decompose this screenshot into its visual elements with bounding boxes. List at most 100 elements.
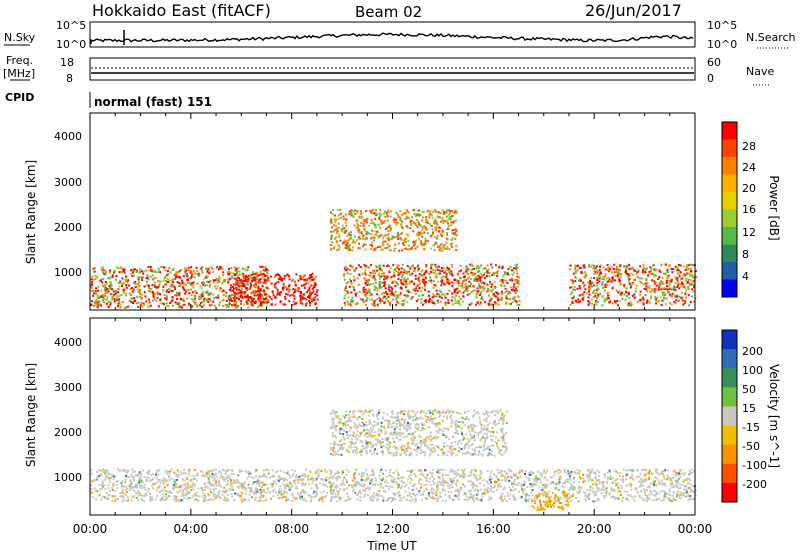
range-cell bbox=[335, 231, 338, 234]
range-cell bbox=[345, 267, 348, 270]
range-cell bbox=[681, 276, 684, 279]
range-cell bbox=[162, 279, 165, 282]
range-cell bbox=[642, 298, 645, 301]
range-cell bbox=[352, 215, 354, 218]
range-cell bbox=[623, 284, 626, 286]
range-cell bbox=[363, 220, 366, 223]
range-cell bbox=[643, 287, 646, 290]
range-cell bbox=[311, 276, 314, 279]
range-cell bbox=[165, 305, 168, 307]
range-cell bbox=[307, 281, 310, 284]
range-cell bbox=[670, 486, 673, 489]
range-cell bbox=[143, 483, 146, 486]
range-cell bbox=[393, 217, 396, 220]
range-cell bbox=[256, 275, 259, 278]
range-cell bbox=[362, 224, 365, 227]
range-cell bbox=[117, 295, 120, 298]
range-cell bbox=[579, 300, 582, 303]
range-cell bbox=[304, 475, 307, 478]
range-cell bbox=[274, 303, 277, 306]
range-cell bbox=[335, 228, 338, 231]
range-cell bbox=[351, 285, 354, 288]
range-cell bbox=[611, 477, 614, 480]
range-cell bbox=[221, 268, 224, 271]
range-cell bbox=[491, 288, 494, 291]
range-cell bbox=[522, 484, 525, 487]
range-cell bbox=[358, 483, 360, 486]
range-cell bbox=[517, 279, 520, 282]
range-cell bbox=[203, 486, 206, 489]
range-cell bbox=[425, 276, 427, 279]
range-cell bbox=[163, 486, 166, 489]
range-cell bbox=[392, 298, 394, 301]
range-cell bbox=[463, 493, 466, 496]
range-cell bbox=[102, 299, 105, 302]
range-cell bbox=[371, 484, 374, 486]
range-cell bbox=[578, 481, 581, 484]
range-cell bbox=[368, 279, 371, 282]
range-cell bbox=[444, 500, 447, 503]
range-cell bbox=[683, 300, 686, 303]
range-cell bbox=[245, 287, 248, 290]
range-cell bbox=[183, 288, 186, 291]
range-cell bbox=[256, 294, 259, 297]
range-cell bbox=[481, 493, 484, 496]
range-cell bbox=[453, 479, 455, 482]
range-cell bbox=[500, 475, 503, 477]
range-cell bbox=[146, 284, 149, 287]
range-cell bbox=[500, 494, 503, 497]
range-cell bbox=[200, 487, 203, 490]
range-cell bbox=[668, 293, 671, 296]
range-cell bbox=[212, 479, 215, 482]
range-cell bbox=[488, 498, 491, 501]
range-cell bbox=[103, 297, 106, 300]
range-cell bbox=[262, 269, 265, 272]
range-cell bbox=[217, 294, 220, 297]
range-cell bbox=[453, 220, 456, 223]
range-cell bbox=[374, 482, 377, 485]
range-cell bbox=[397, 471, 399, 474]
range-cell bbox=[440, 496, 443, 498]
range-cell bbox=[625, 291, 628, 294]
range-cell bbox=[235, 493, 238, 496]
range-cell bbox=[233, 266, 236, 269]
range-cell bbox=[680, 278, 683, 281]
range-cell bbox=[429, 496, 432, 499]
range-cell bbox=[275, 482, 278, 485]
range-cell bbox=[513, 271, 515, 274]
range-cell bbox=[293, 291, 296, 294]
range-cell bbox=[247, 306, 250, 309]
range-cell bbox=[370, 248, 373, 251]
range-cell bbox=[214, 493, 217, 496]
range-cell bbox=[644, 494, 647, 497]
range-cell bbox=[308, 295, 311, 298]
range-cell bbox=[255, 469, 258, 472]
range-cell bbox=[207, 292, 210, 295]
range-cell bbox=[414, 247, 417, 250]
range-cell bbox=[145, 269, 148, 272]
range-cell bbox=[484, 271, 487, 274]
range-cell bbox=[397, 302, 400, 304]
range-cell bbox=[659, 263, 662, 266]
range-cell bbox=[421, 269, 424, 272]
range-cell bbox=[603, 496, 606, 499]
range-cell bbox=[648, 486, 651, 489]
range-cell bbox=[119, 267, 121, 270]
range-cell bbox=[137, 499, 139, 502]
range-cell bbox=[677, 477, 680, 480]
range-cell bbox=[238, 285, 241, 288]
range-cell bbox=[251, 291, 254, 294]
range-cell bbox=[371, 499, 374, 502]
range-cell bbox=[261, 276, 264, 279]
range-cell bbox=[267, 294, 270, 297]
range-cell bbox=[403, 239, 406, 242]
range-cell bbox=[432, 293, 435, 296]
range-cell bbox=[188, 497, 191, 500]
range-cell bbox=[626, 273, 629, 275]
range-cell bbox=[589, 485, 592, 488]
range-cell bbox=[246, 299, 249, 302]
range-cell bbox=[381, 479, 384, 482]
range-cell bbox=[471, 268, 474, 271]
range-cell bbox=[410, 222, 413, 225]
range-cell bbox=[436, 471, 439, 473]
